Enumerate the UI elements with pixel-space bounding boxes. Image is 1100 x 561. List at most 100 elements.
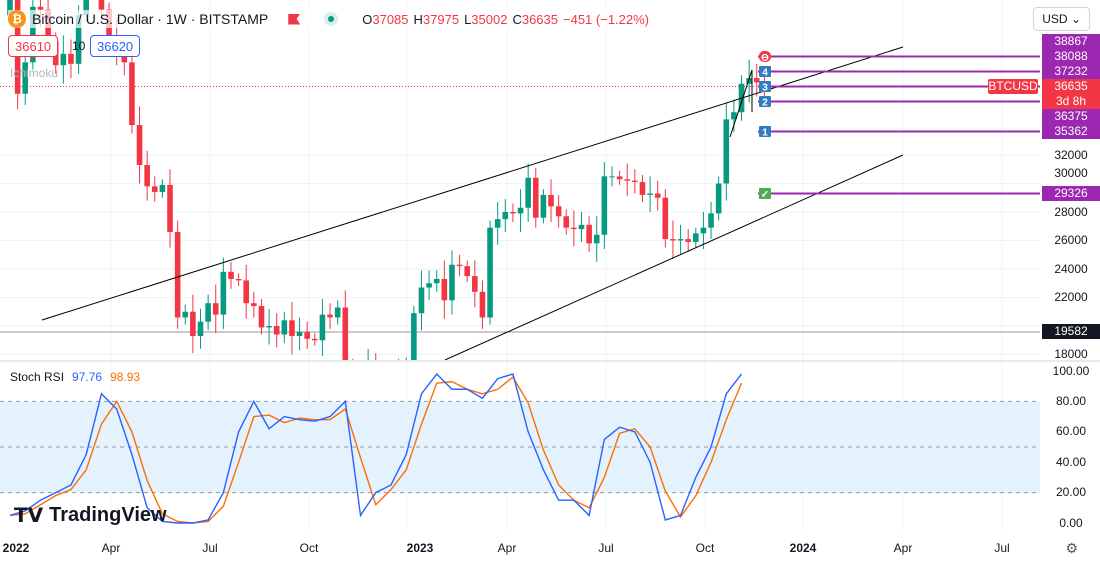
- candle: [571, 227, 577, 230]
- level-marker-label: 1: [762, 128, 768, 139]
- candle: [624, 179, 631, 181]
- candle: [266, 326, 272, 328]
- buy-button[interactable]: 36620: [90, 35, 141, 57]
- brand-name: TradingView: [49, 504, 167, 526]
- candle: [586, 224, 592, 244]
- sell-button[interactable]: 36610: [8, 35, 59, 57]
- time-axis-label: Jul: [202, 541, 218, 555]
- open-value: 37085: [372, 11, 409, 27]
- candle: [670, 239, 676, 241]
- candle: [731, 112, 737, 120]
- candle: [708, 213, 714, 228]
- candle: [167, 184, 173, 232]
- low-label: L: [464, 11, 472, 27]
- candle: [197, 321, 204, 336]
- bitcoin-icon: ₿: [8, 10, 26, 28]
- indicator-label[interactable]: Ichimoku: [10, 66, 59, 80]
- time-axis-label: Jul: [994, 541, 1010, 555]
- flag-icon[interactable]: [288, 13, 301, 25]
- candle: [358, 376, 364, 379]
- change-value: −451 (−1.22%): [563, 11, 650, 27]
- candle: [151, 186, 158, 193]
- candle: [487, 227, 493, 318]
- candle: [136, 125, 143, 165]
- candle: [525, 177, 531, 208]
- price-axis-label: 29326: [1042, 186, 1100, 201]
- level-marker-label: ⊖: [761, 53, 769, 64]
- stoch-rsi-legend[interactable]: Stoch RSI 97.76 98.93: [10, 370, 140, 384]
- candle: [654, 193, 661, 198]
- candle: [677, 239, 684, 241]
- candle: [472, 276, 478, 292]
- candle: [144, 164, 150, 187]
- candle: [647, 193, 653, 195]
- candle: [502, 212, 509, 220]
- candle: [182, 311, 189, 318]
- price-axis-label: 24000: [1054, 261, 1088, 276]
- candle: [228, 271, 234, 279]
- level-marker-icon[interactable]: [759, 96, 771, 107]
- candle: [60, 53, 67, 66]
- stoch-axis-label: 40.00: [1055, 454, 1087, 469]
- candle: [159, 184, 166, 193]
- spread: 10: [72, 39, 86, 53]
- ohlc-values: O37085 H37975 L35002 C36635 −451 (−1.22%…: [362, 12, 649, 27]
- candle: [319, 314, 326, 341]
- symbol-title[interactable]: Bitcoin / U.S. Dollar · 1W · BITSTAMP: [32, 11, 269, 27]
- level-marker-icon[interactable]: [759, 188, 771, 199]
- time-axis-label: Oct: [299, 541, 319, 555]
- candle: [296, 331, 303, 336]
- candle: [693, 233, 699, 242]
- candle: [479, 291, 486, 318]
- candle: [342, 307, 349, 360]
- candle: [723, 119, 730, 184]
- candle: [753, 78, 760, 83]
- candle: [456, 264, 463, 267]
- candle: [37, 6, 44, 10]
- stoch-k-value: 97.76: [72, 370, 103, 384]
- candle: [129, 62, 135, 126]
- candle: [517, 207, 524, 214]
- price-axis-label: 37232: [1042, 64, 1100, 79]
- time-axis-label: 2022: [2, 541, 30, 555]
- candle: [281, 320, 288, 335]
- candle: [327, 314, 333, 318]
- stoch-axis-label: 80.00: [1055, 393, 1087, 408]
- candle: [449, 264, 455, 301]
- currency-select[interactable]: USD ⌄: [1033, 7, 1090, 31]
- settings-gear-icon[interactable]: ⚙: [1065, 540, 1078, 556]
- high-value: 37975: [422, 11, 460, 27]
- time-axis-label: Oct: [695, 541, 715, 555]
- tradingview-logo[interactable]: 𝗧𝗩 TradingView: [14, 503, 167, 528]
- candle: [273, 326, 280, 335]
- level-marker-icon[interactable]: [759, 81, 771, 92]
- countdown-label: 3d 8h: [1042, 94, 1100, 109]
- candle: [433, 278, 440, 284]
- close-label: C: [512, 11, 522, 27]
- candle: [540, 194, 547, 218]
- level-marker-icon[interactable]: [759, 51, 771, 62]
- upper-trendline[interactable]: [41, 46, 904, 321]
- candle: [365, 367, 371, 376]
- time-axis-label: Apr: [893, 541, 913, 555]
- symbol-price-tag: BTCUSD: [988, 79, 1038, 94]
- price-axis-label: 36375: [1042, 109, 1100, 124]
- time-axis-label: Jul: [598, 541, 614, 555]
- candle: [205, 303, 211, 322]
- level-marker-icon[interactable]: [759, 126, 771, 137]
- candle: [426, 283, 432, 288]
- lower-trendline[interactable]: [444, 154, 904, 360]
- price-axis-label: 32000: [1054, 147, 1088, 162]
- candle: [700, 227, 707, 234]
- candle: [373, 367, 379, 370]
- candle: [616, 176, 623, 180]
- low-value: 35002: [471, 11, 508, 27]
- candle: [609, 176, 615, 178]
- wedge-drawing[interactable]: [729, 69, 753, 138]
- level-marker-icon[interactable]: [759, 66, 771, 77]
- candle: [532, 177, 539, 218]
- candle: [22, 62, 29, 94]
- candle: [334, 307, 341, 318]
- candle: [555, 206, 562, 217]
